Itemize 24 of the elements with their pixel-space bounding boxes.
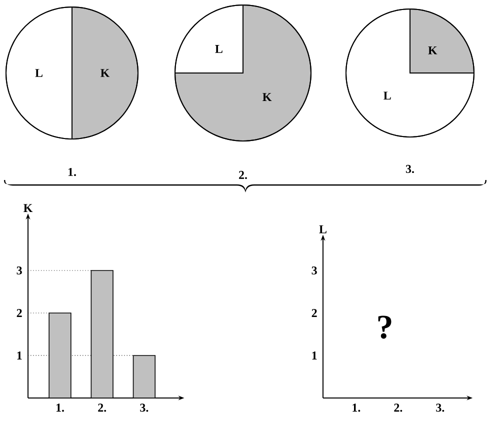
y-axis-title: L <box>319 225 326 234</box>
x-tick-label: 1. <box>56 404 64 412</box>
x-tick-label: 2. <box>394 404 402 412</box>
annotation: ? <box>378 316 392 339</box>
x-tick-label: 1. <box>352 404 360 412</box>
x-tick-label: 2. <box>98 404 106 412</box>
slice-label: K <box>428 46 438 54</box>
slice-label: K <box>262 93 272 101</box>
text: 3. <box>406 164 414 174</box>
slice-label: L <box>215 45 222 53</box>
text: 1. <box>68 168 76 176</box>
text: 2. <box>239 170 247 180</box>
slice-label: L <box>384 92 391 100</box>
y-tick-label: 3 <box>16 266 22 275</box>
y-tick-label: 2 <box>16 309 22 317</box>
x-tick-label: 3. <box>140 404 148 412</box>
y-tick-label: 1 <box>312 352 317 360</box>
legend-label: K <box>100 69 110 77</box>
y-tick-label: 3 <box>312 266 317 275</box>
y-axis-title: K <box>24 204 33 212</box>
slice-label: L <box>35 69 42 77</box>
y-tick-label: 1 <box>17 352 22 360</box>
y-tick-label: 2 <box>312 309 317 317</box>
x-tick-label: 3. <box>436 404 444 412</box>
